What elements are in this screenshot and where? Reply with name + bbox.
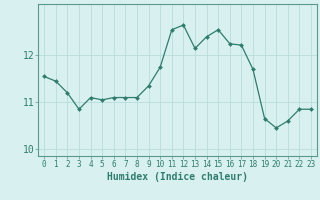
X-axis label: Humidex (Indice chaleur): Humidex (Indice chaleur)	[107, 172, 248, 182]
